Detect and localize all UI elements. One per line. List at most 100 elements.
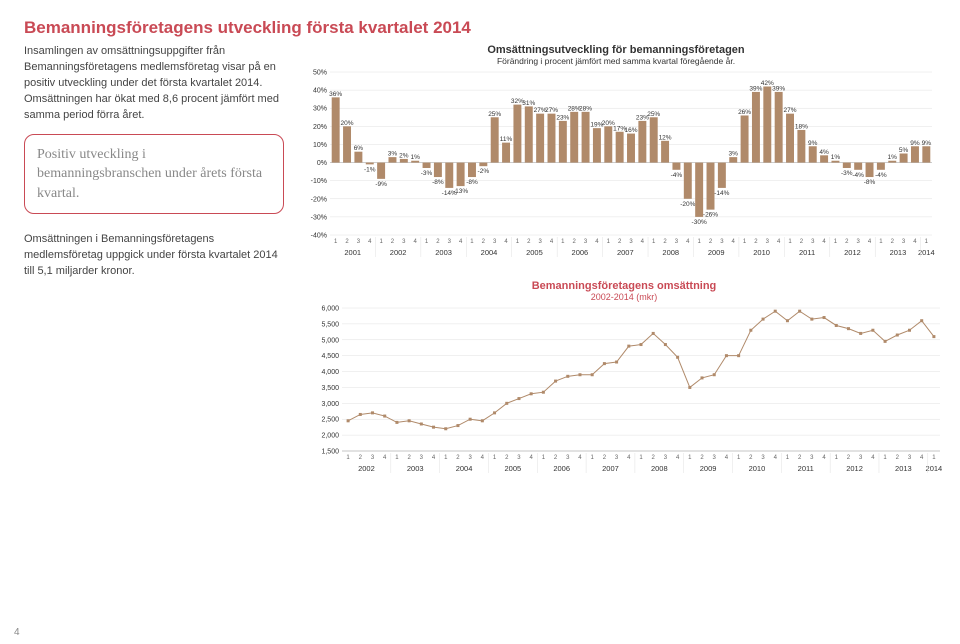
- chart1-bar: [752, 92, 760, 163]
- svg-text:12%: 12%: [659, 134, 672, 141]
- svg-text:2: 2: [436, 239, 440, 245]
- svg-text:3: 3: [615, 455, 619, 461]
- svg-text:9%: 9%: [922, 140, 932, 147]
- svg-text:4,500: 4,500: [321, 353, 339, 360]
- svg-text:2: 2: [700, 455, 704, 461]
- chart1-bar: [922, 146, 930, 162]
- svg-text:1: 1: [652, 239, 656, 245]
- svg-text:1: 1: [425, 239, 429, 245]
- chart2-title: Bemanningsföretagens omsättning: [304, 280, 944, 292]
- chart1-bar: [763, 86, 771, 162]
- svg-text:-30%: -30%: [692, 219, 707, 226]
- svg-text:4: 4: [920, 455, 924, 461]
- chart1-bar: [729, 157, 737, 162]
- svg-text:26%: 26%: [738, 109, 751, 116]
- svg-text:2: 2: [800, 239, 804, 245]
- svg-text:9%: 9%: [910, 140, 920, 147]
- page-number: 4: [14, 627, 20, 638]
- svg-text:4: 4: [777, 239, 781, 245]
- svg-text:-1%: -1%: [364, 166, 376, 173]
- svg-text:4: 4: [725, 455, 729, 461]
- svg-text:4: 4: [481, 455, 485, 461]
- svg-text:4: 4: [414, 239, 418, 245]
- svg-text:1: 1: [561, 239, 565, 245]
- svg-text:2002: 2002: [358, 464, 375, 473]
- svg-text:1: 1: [925, 239, 929, 245]
- chart1-subtitle: Förändring i procent jämfört med samma k…: [296, 56, 936, 66]
- svg-text:39%: 39%: [772, 85, 785, 92]
- svg-text:27%: 27%: [784, 107, 797, 114]
- svg-text:2011: 2011: [798, 464, 814, 473]
- svg-text:4: 4: [871, 455, 875, 461]
- svg-text:2008: 2008: [662, 248, 679, 257]
- chart1-bar: [536, 114, 544, 163]
- svg-text:1: 1: [334, 239, 338, 245]
- svg-text:40%: 40%: [313, 88, 327, 95]
- svg-text:4: 4: [822, 239, 826, 245]
- chart1-bar: [479, 163, 487, 167]
- svg-text:5%: 5%: [899, 147, 909, 154]
- chart1-bar: [468, 163, 476, 177]
- svg-text:20%: 20%: [341, 120, 354, 127]
- svg-text:3: 3: [420, 455, 424, 461]
- svg-text:1: 1: [346, 455, 350, 461]
- svg-text:2: 2: [554, 455, 558, 461]
- chart1-bar: [741, 115, 749, 162]
- chart1-bar: [877, 163, 885, 170]
- chart1-bar: [332, 97, 340, 162]
- chart1-bar: [684, 163, 692, 199]
- svg-text:-40%: -40%: [311, 233, 327, 240]
- svg-text:-10%: -10%: [311, 178, 327, 185]
- svg-text:1: 1: [737, 455, 741, 461]
- chart1-bar: [900, 154, 908, 163]
- svg-text:-30%: -30%: [311, 214, 327, 221]
- svg-text:50%: 50%: [313, 70, 327, 77]
- page-root: Bemanningsföretagens utveckling första k…: [0, 0, 960, 644]
- svg-text:2%: 2%: [399, 152, 409, 159]
- svg-text:5,000: 5,000: [321, 338, 339, 345]
- chart1-bar: [354, 152, 362, 163]
- svg-text:3: 3: [629, 239, 633, 245]
- chart1-bar: [627, 134, 635, 163]
- svg-text:2010: 2010: [749, 464, 766, 473]
- svg-text:3,500: 3,500: [321, 385, 339, 392]
- chart1-bar: [366, 163, 374, 165]
- svg-text:1: 1: [516, 239, 520, 245]
- chart1-bar: [593, 128, 601, 162]
- svg-text:2: 2: [456, 455, 460, 461]
- svg-text:11%: 11%: [500, 136, 513, 143]
- svg-text:2: 2: [652, 455, 656, 461]
- svg-text:3: 3: [371, 455, 375, 461]
- svg-text:3: 3: [856, 239, 860, 245]
- svg-text:2009: 2009: [700, 464, 717, 473]
- chart1-bar: [616, 132, 624, 163]
- svg-text:2: 2: [896, 455, 900, 461]
- svg-text:27%: 27%: [545, 107, 558, 114]
- chart1-bar: [638, 121, 646, 163]
- svg-text:2: 2: [891, 239, 895, 245]
- chart1-svg: -40%-30%-20%-10%0%10%20%30%40%50%36%20%6…: [296, 68, 936, 263]
- chart1-bar: [854, 163, 862, 170]
- svg-text:2: 2: [847, 455, 851, 461]
- svg-text:1: 1: [788, 239, 792, 245]
- chart1-bar: [707, 163, 715, 210]
- svg-text:3%: 3%: [388, 151, 398, 158]
- svg-text:2005: 2005: [526, 248, 543, 257]
- svg-text:-13%: -13%: [453, 188, 468, 195]
- svg-text:2,500: 2,500: [321, 417, 339, 424]
- svg-text:2002: 2002: [390, 248, 407, 257]
- svg-text:6,000: 6,000: [321, 306, 339, 313]
- svg-text:-8%: -8%: [432, 179, 444, 186]
- chart1-bar: [582, 112, 590, 163]
- chart2-container: Bemanningsföretagens omsättning 2002-201…: [304, 280, 944, 484]
- svg-text:1: 1: [883, 455, 887, 461]
- svg-text:4: 4: [504, 239, 508, 245]
- svg-text:3%: 3%: [729, 151, 739, 158]
- svg-text:1: 1: [835, 455, 839, 461]
- svg-text:4: 4: [529, 455, 533, 461]
- chart1-bar: [604, 126, 612, 162]
- svg-text:1%: 1%: [831, 154, 841, 161]
- svg-text:-2%: -2%: [478, 168, 490, 175]
- svg-text:18%: 18%: [795, 123, 808, 130]
- svg-text:1: 1: [786, 455, 790, 461]
